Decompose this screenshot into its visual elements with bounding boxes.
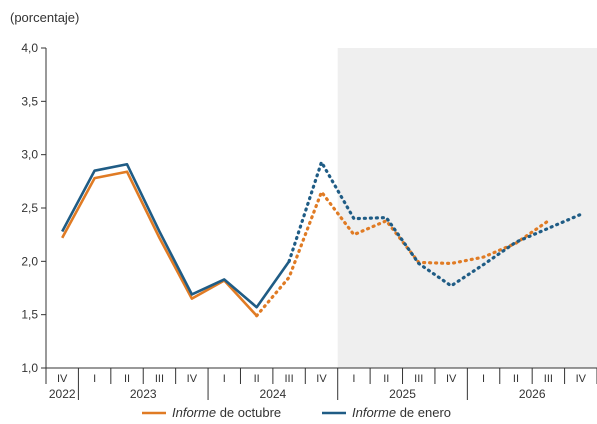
series-line-actual (61, 162, 291, 309)
x-tick-label: IV (187, 373, 198, 385)
x-tick-label: IV (57, 373, 68, 385)
x-tick-label: II (513, 373, 519, 385)
legend: Informe de octubre Informe de enero (142, 405, 451, 420)
legend-entry-italic: Informe (352, 405, 396, 420)
x-tick-label: IV (576, 373, 587, 385)
year-label: 2023 (130, 387, 157, 401)
x-tick-label: III (285, 373, 294, 385)
series-layer (61, 160, 583, 318)
x-tick-label: I (482, 373, 485, 385)
year-label: 2024 (260, 387, 287, 401)
x-tick-label: I (223, 373, 226, 385)
x-tick-label: III (544, 373, 553, 385)
x-tick-label: I (352, 373, 355, 385)
y-tick-label: 3,5 (21, 94, 38, 108)
y-axis: 1,0 1,5 2,0 2,5 3,0 3,5 4,0 (21, 41, 46, 375)
year-label: 2026 (519, 387, 546, 401)
x-tick-label: II (124, 373, 130, 385)
axes (45, 48, 597, 369)
y-tick-label: 3,0 (21, 148, 38, 162)
series-line-forecast (255, 190, 550, 318)
x-tick-label: III (414, 373, 423, 385)
forecast-shading (337, 48, 597, 368)
legend-entry-rest: de octubre (216, 405, 281, 420)
y-tick-label: 1,0 (21, 361, 38, 375)
series-line-forecast (287, 160, 583, 288)
x-tick-label: II (383, 373, 389, 385)
legend-entry: Informe de octubre (172, 405, 281, 420)
x-tick-label: I (93, 373, 96, 385)
y-tick-label: 2,5 (21, 201, 38, 215)
legend-entry-rest: de enero (396, 405, 451, 420)
x-tick-label: IV (316, 373, 327, 385)
series-line-actual (61, 170, 258, 317)
year-label: 2025 (389, 387, 416, 401)
y-tick-label: 2,0 (21, 254, 38, 268)
legend-entry-italic: Informe (172, 405, 216, 420)
year-label: 2022 (49, 387, 76, 401)
y-tick-label: 1,5 (21, 308, 38, 322)
x-tick-label: II (254, 373, 260, 385)
unit-label: (porcentaje) (10, 10, 79, 25)
legend-entry: Informe de enero (352, 405, 451, 420)
x-tick-label: III (155, 373, 164, 385)
x-tick-label: IV (446, 373, 457, 385)
y-tick-label: 4,0 (21, 41, 38, 55)
